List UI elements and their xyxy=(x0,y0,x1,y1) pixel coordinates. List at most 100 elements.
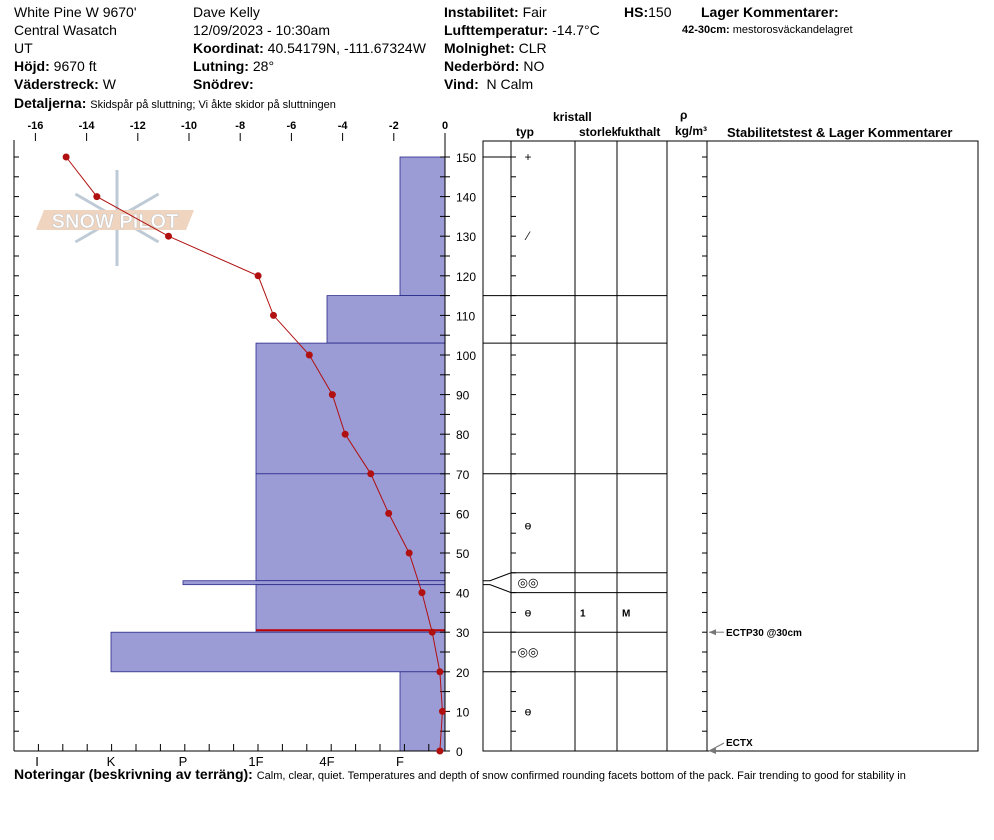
temperature-point xyxy=(418,589,426,597)
depth-tick-label: 140 xyxy=(456,191,476,205)
depth-tick-label: 0 xyxy=(456,745,463,759)
layer-connector xyxy=(483,572,512,582)
hardness-layer-5 xyxy=(255,584,446,633)
temp-tick-label: -12 xyxy=(130,120,146,132)
temp-tick-label: -10 xyxy=(181,120,197,132)
temperature-point xyxy=(305,351,313,359)
depth-tick-label: 80 xyxy=(456,428,470,442)
header-crystal: kristall xyxy=(553,110,592,124)
temperature-point xyxy=(436,747,444,755)
layer-connector xyxy=(483,584,512,594)
location: White Pine W 9670' xyxy=(14,4,137,20)
decomposing-icon: ⁄ xyxy=(524,229,531,243)
datetime: 12/09/2023 - 10:30am xyxy=(193,22,330,38)
header-density: kg/m³ xyxy=(675,124,708,138)
header-comments: Stabilitetstest & Lager Kommentarer xyxy=(727,125,953,140)
depth-tick-label: 130 xyxy=(456,230,476,244)
melt-forms-icon: ◎◎ xyxy=(518,645,539,659)
depth-tick-label: 30 xyxy=(456,626,470,640)
logo-text: SNOW PILOT xyxy=(52,211,179,233)
depth-tick-label: 50 xyxy=(456,547,470,561)
depth-tick-label: 40 xyxy=(456,587,470,601)
range: Central Wasatch xyxy=(14,22,117,38)
layer-comment: 42-30cm: mestorosväckandelagret xyxy=(682,24,853,36)
precip: Nederbörd: NO xyxy=(444,58,545,74)
elevation: Höjd: 9670 ft xyxy=(14,58,97,74)
test-arrow xyxy=(708,742,725,752)
melt-forms-icon: ◎◎ xyxy=(518,576,539,590)
temp-tick-label: -6 xyxy=(287,120,297,132)
layer-comments-label: Lager Kommentarer: xyxy=(701,4,839,20)
hardness-layer-2 xyxy=(255,342,446,475)
temperature-point xyxy=(405,549,413,557)
stability-test-label: ECTP30 @30cm xyxy=(726,628,802,639)
slope: Lutning: 28° xyxy=(193,58,275,74)
moisture: M xyxy=(622,608,630,619)
rounding-facets-icon: ɵ xyxy=(525,518,532,532)
test-arrowhead xyxy=(709,629,716,636)
rounding-facets-icon: ɵ xyxy=(525,704,532,718)
aspect: Väderstreck: W xyxy=(14,76,116,92)
hardness-tick-label: 1F xyxy=(248,754,263,769)
temp-tick-label: -14 xyxy=(79,120,96,132)
temperature-point xyxy=(269,311,277,319)
temperature-line xyxy=(65,156,443,752)
depth-tick-label: 110 xyxy=(456,309,475,323)
observer: Dave Kelly xyxy=(193,4,260,20)
temperature-point xyxy=(93,193,101,201)
temp-tick-label: -4 xyxy=(338,120,349,132)
hardness-layer-7 xyxy=(399,671,446,752)
hardness-tick-label: F xyxy=(396,754,404,769)
hardness-tick-label: P xyxy=(179,754,188,769)
rounding-facets-icon: ɵ xyxy=(525,605,532,619)
temperature-point xyxy=(62,153,70,161)
coordinates: Koordinat: 40.54179N, -111.67324W xyxy=(193,40,426,56)
temperature-point xyxy=(385,509,393,517)
hardness-layer-0 xyxy=(399,156,446,297)
temperature-point xyxy=(165,232,173,240)
depth-tick-label: 70 xyxy=(456,468,470,482)
wind: Vind: N Calm xyxy=(444,76,534,92)
test-arrowhead xyxy=(709,748,716,754)
details: Detaljerna: Skidspår på sluttning; Vi åk… xyxy=(14,95,336,111)
temperature-point xyxy=(438,707,446,715)
depth-tick-label: 60 xyxy=(456,507,470,521)
grain-size: 1 xyxy=(580,608,586,619)
wind-loading: Snödrev: xyxy=(193,76,254,92)
hardness-tick-label: I xyxy=(35,754,39,769)
header-moisture: fukthalt xyxy=(617,125,661,139)
sky: Molnighet: CLR xyxy=(444,40,547,56)
depth-tick-label: 10 xyxy=(456,705,470,719)
hs: HS:150 xyxy=(624,4,672,20)
logo-banner xyxy=(36,210,194,230)
hardness-layer-4 xyxy=(182,580,446,586)
instability: Instabilitet: Fair xyxy=(444,4,547,20)
header-type: typ xyxy=(516,125,534,139)
depth-tick-label: 150 xyxy=(456,151,476,165)
temp-tick-label: -8 xyxy=(235,120,245,132)
temp-tick-label: 0 xyxy=(442,120,448,132)
header-rho: ρ xyxy=(680,108,688,122)
temp-tick-label: -16 xyxy=(27,120,43,132)
hardness-layer-1 xyxy=(326,295,446,344)
header-size: storlek xyxy=(579,125,617,139)
temperature-point xyxy=(328,391,336,399)
temperature-point xyxy=(254,272,262,280)
depth-tick-label: 90 xyxy=(456,389,470,403)
air-temp: Lufttemperatur: -14.7°C xyxy=(444,22,600,38)
temperature-point xyxy=(367,470,375,478)
depth-tick-label: 100 xyxy=(456,349,476,363)
stability-test-label: ECTX xyxy=(726,738,753,749)
new-snow-icon: + xyxy=(524,150,531,164)
depth-tick-label: 20 xyxy=(456,666,470,680)
hardness-tick-label: K xyxy=(107,754,116,769)
state: UT xyxy=(14,40,33,56)
hardness-layer-6 xyxy=(110,631,446,673)
hardness-tick-label: 4F xyxy=(319,754,334,769)
notes: Noteringar (beskrivning av terräng): Cal… xyxy=(14,766,906,782)
temperature-point xyxy=(341,430,349,438)
hardness-layer-3 xyxy=(255,473,446,582)
depth-tick-label: 120 xyxy=(456,270,476,284)
